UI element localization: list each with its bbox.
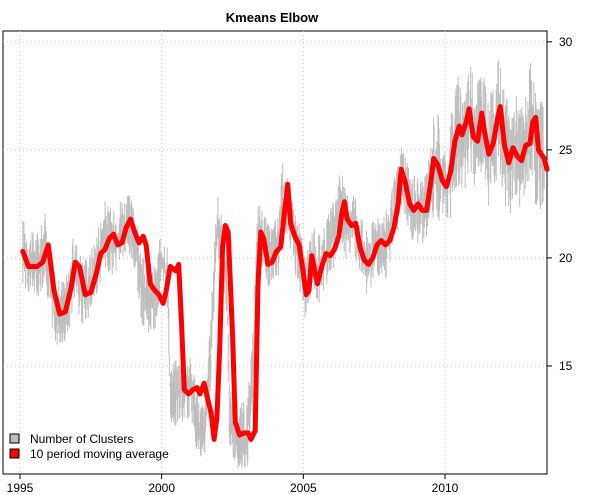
x-tick-label-2005: 2005 <box>290 481 317 495</box>
chart-title: Kmeans Elbow <box>226 10 319 25</box>
x-tick-label-2010: 2010 <box>432 481 459 495</box>
legend-swatch-moving-average <box>9 448 20 459</box>
x-tick-label-1995: 1995 <box>7 481 34 495</box>
y-tick-label-20: 20 <box>559 251 573 265</box>
moving-average-series <box>20 104 550 442</box>
x-tick-label-2000: 2000 <box>148 481 175 495</box>
moving-average-line <box>20 104 550 442</box>
y-tick-label-25: 25 <box>559 143 573 157</box>
x-axis: 1995 2000 2005 2010 <box>7 474 459 495</box>
legend: Number of Clusters 10 period moving aver… <box>9 432 169 461</box>
legend-swatch-clusters <box>9 433 20 444</box>
legend-label-moving-average: 10 period moving average <box>30 447 169 461</box>
legend-label-clusters: Number of Clusters <box>30 432 133 446</box>
y-tick-label-15: 15 <box>559 359 573 373</box>
y-axis: 15 20 25 30 <box>547 35 573 373</box>
y-tick-label-30: 30 <box>559 35 573 49</box>
